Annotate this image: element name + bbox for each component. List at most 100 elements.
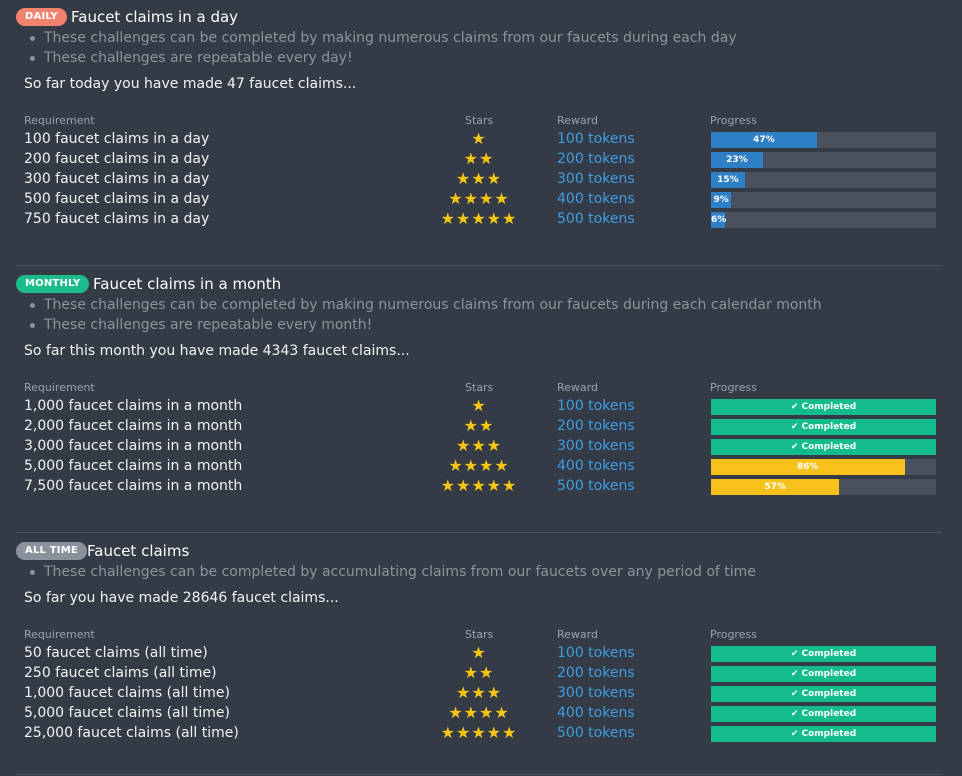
reward-link[interactable]: 500 tokens — [557, 725, 635, 741]
star-rating-4: ★★★★ — [448, 703, 510, 722]
progress-label: 57% — [764, 482, 786, 492]
star-rating-2: ★★ — [463, 149, 495, 168]
progress-column-header: Progress — [710, 381, 757, 394]
requirement-column-header: Requirement — [24, 628, 95, 641]
reward-column-header: Reward — [557, 628, 598, 641]
progress-label: 23% — [726, 155, 748, 165]
progress-fill — [711, 192, 732, 208]
requirement-label: 500 faucet claims in a day — [24, 191, 210, 207]
requirement-label: 1,000 faucet claims in a month — [24, 398, 243, 414]
star-rating-2: ★★ — [463, 416, 495, 435]
daily-description-list: These challenges can be completed by mak… — [30, 28, 737, 68]
reward-link[interactable]: 500 tokens — [557, 211, 635, 227]
reward-link[interactable]: 100 tokens — [557, 645, 635, 661]
challenge-row: 2,000 faucet claims in a month ★★ 200 toke… — [0, 416, 962, 436]
reward-link[interactable]: 200 tokens — [557, 151, 635, 167]
progress-bar: 15% — [711, 172, 936, 188]
progress-fill — [711, 132, 817, 148]
requirement-column-header: Requirement — [24, 114, 95, 127]
challenge-row: 1,000 faucet claims (all time) ★★★ 300 tok… — [0, 683, 962, 703]
challenge-row: 3,000 faucet claims in a month ★★★ 300 tok… — [0, 436, 962, 456]
challenge-row: 5,000 faucet claims (all time) ★★★★ 400 to… — [0, 703, 962, 723]
daily-section-title: Faucet claims in a day — [71, 8, 239, 26]
reward-link[interactable]: 500 tokens — [557, 478, 635, 494]
progress-label: 15% — [717, 175, 739, 185]
monthly-description-list: These challenges can be completed by mak… — [30, 295, 822, 335]
reward-link[interactable]: 100 tokens — [557, 398, 635, 414]
reward-link[interactable]: 400 tokens — [557, 458, 635, 474]
monthly-section-title: Faucet claims in a month — [93, 275, 282, 293]
requirement-label: 750 faucet claims in a day — [24, 211, 210, 227]
requirement-label: 300 faucet claims in a day — [24, 171, 210, 187]
star-rating-3: ★★★ — [455, 169, 503, 188]
challenge-row: 25,000 faucet claims (all time) ★★★★★ 500 … — [0, 723, 962, 743]
progress-label: ✔ Completed — [790, 689, 857, 699]
star-rating-1: ★ — [471, 129, 487, 148]
progress-column-header: Progress — [710, 114, 757, 127]
star-rating-5: ★★★★★ — [440, 723, 518, 742]
alltime-badge: ALL TIME — [16, 542, 87, 560]
progress-fill — [711, 686, 936, 702]
description-bullet: These challenges can be completed by acc… — [30, 562, 756, 582]
progress-label: ✔ Completed — [790, 729, 857, 739]
progress-bar: ✔ Completed — [711, 686, 936, 702]
monthly-claims-summary: So far this month you have made 4343 fau… — [24, 343, 410, 359]
progress-column-header: Progress — [710, 628, 757, 641]
challenge-row: 1,000 faucet claims in a month ★ 100 token… — [0, 396, 962, 416]
requirement-label: 7,500 faucet claims in a month — [24, 478, 243, 494]
daily-challenges-section: DAILY Faucet claims in a day These challen… — [0, 0, 962, 267]
requirement-label: 50 faucet claims (all time) — [24, 645, 208, 661]
alltime-description-list: These challenges can be completed by acc… — [30, 562, 756, 582]
reward-link[interactable]: 400 tokens — [557, 705, 635, 721]
section-divider — [16, 774, 942, 775]
progress-label: ✔ Completed — [790, 422, 857, 432]
progress-label: 9% — [713, 195, 729, 205]
alltime-section-title: Faucet claims — [87, 542, 190, 560]
star-rating-1: ★ — [471, 396, 487, 415]
star-rating-3: ★★★ — [455, 683, 503, 702]
challenge-row: 300 faucet claims in a day ★★★ 300 tokens 1… — [0, 169, 962, 189]
progress-fill — [711, 726, 936, 742]
reward-link[interactable]: 200 tokens — [557, 665, 635, 681]
description-bullet: These challenges are repeatable every da… — [30, 48, 737, 68]
progress-bar: ✔ Completed — [711, 706, 936, 722]
reward-link[interactable]: 300 tokens — [557, 438, 635, 454]
progress-bar: 23% — [711, 152, 936, 168]
progress-fill — [711, 459, 905, 475]
progress-fill — [711, 439, 936, 455]
progress-bar: 9% — [711, 192, 936, 208]
requirement-column-header: Requirement — [24, 381, 95, 394]
reward-link[interactable]: 300 tokens — [557, 685, 635, 701]
progress-fill — [711, 646, 936, 662]
progress-label: ✔ Completed — [790, 402, 857, 412]
description-bullet: These challenges can be completed by mak… — [30, 295, 822, 315]
stars-column-header: Stars — [465, 628, 494, 641]
requirement-label: 5,000 faucet claims (all time) — [24, 705, 230, 721]
challenge-row: 50 faucet claims (all time) ★ 100 tokens ✔ … — [0, 643, 962, 663]
progress-bar: ✔ Completed — [711, 399, 936, 415]
progress-fill — [711, 706, 936, 722]
progress-fill — [711, 479, 840, 495]
star-rating-1: ★ — [471, 643, 487, 662]
alltime-claims-summary: So far you have made 28646 faucet claims… — [24, 590, 339, 606]
progress-fill — [711, 666, 936, 682]
challenge-row: 5,000 faucet claims in a month ★★★★ 400 to… — [0, 456, 962, 476]
reward-link[interactable]: 200 tokens — [557, 418, 635, 434]
reward-link[interactable]: 100 tokens — [557, 131, 635, 147]
monthly-challenges-section: MONTHLY Faucet claims in a month These cha… — [0, 267, 962, 534]
reward-column-header: Reward — [557, 114, 598, 127]
progress-fill — [711, 212, 725, 228]
reward-link[interactable]: 300 tokens — [557, 171, 635, 187]
description-bullet: These challenges can be completed by mak… — [30, 28, 737, 48]
progress-label: 47% — [753, 135, 775, 145]
requirement-label: 3,000 faucet claims in a month — [24, 438, 243, 454]
stars-column-header: Stars — [465, 114, 494, 127]
star-rating-5: ★★★★★ — [440, 476, 518, 495]
daily-claims-summary: So far today you have made 47 faucet cla… — [24, 76, 357, 92]
requirement-label: 2,000 faucet claims in a month — [24, 418, 243, 434]
reward-link[interactable]: 400 tokens — [557, 191, 635, 207]
section-divider — [16, 532, 942, 533]
progress-bar: ✔ Completed — [711, 439, 936, 455]
progress-fill — [711, 152, 763, 168]
star-rating-4: ★★★★ — [448, 189, 510, 208]
